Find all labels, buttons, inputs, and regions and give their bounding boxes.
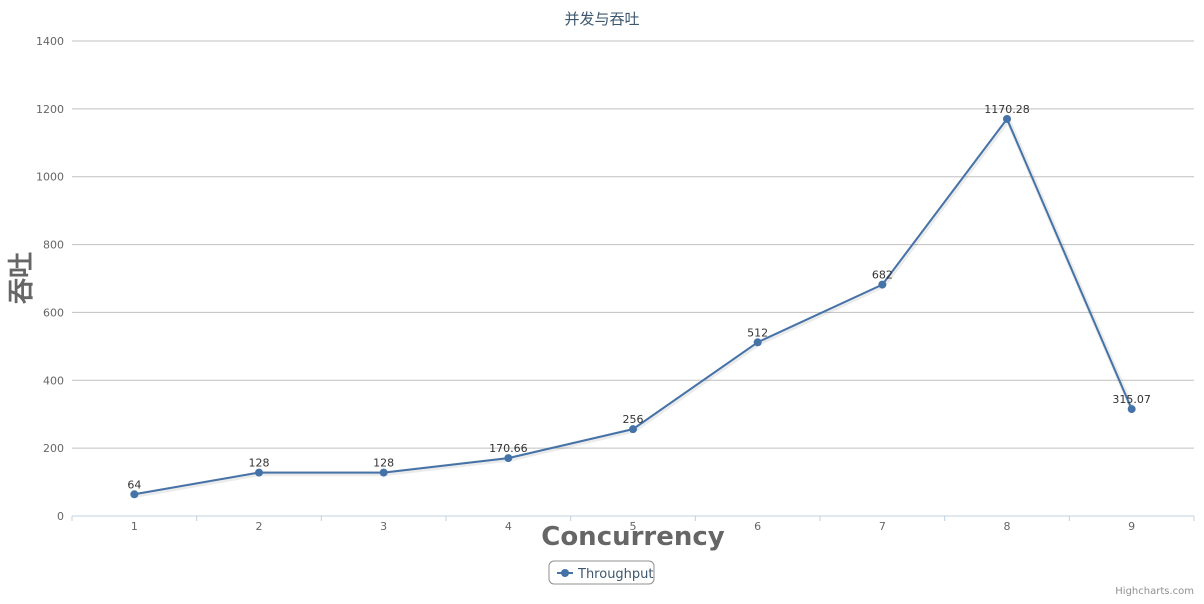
y-axis-labels: 0 200 400 600 800 1000 1200 1400 [36, 35, 64, 523]
x-tick-label: 6 [754, 520, 761, 533]
data-label: 128 [373, 457, 394, 470]
y-tick-label: 1000 [36, 171, 64, 184]
y-tick-label: 400 [43, 374, 64, 387]
legend-box [548, 560, 655, 585]
credits-link[interactable]: Highcharts.com [1115, 586, 1194, 597]
x-axis: 1 2 3 4 5 6 7 8 9 [71, 515, 1195, 533]
data-label: 1170.28 [984, 103, 1030, 116]
x-axis-title: Concurrency [541, 522, 725, 552]
x-tick-label: 9 [1128, 520, 1135, 533]
y-tick-label: 0 [57, 510, 64, 523]
data-label: 315.07 [1112, 393, 1151, 406]
x-tick-label: 8 [1004, 520, 1011, 533]
data-point[interactable] [255, 468, 263, 477]
data-point[interactable] [379, 468, 388, 477]
x-tick-label: 5 [630, 520, 637, 533]
grid-lines [72, 40, 1194, 449]
data-label: 682 [872, 269, 893, 282]
data-label: 256 [623, 413, 644, 426]
legend-marker-icon [561, 569, 569, 577]
data-point[interactable] [1127, 405, 1136, 414]
chart-title: 并发与吞吐 [564, 10, 639, 28]
data-point[interactable] [878, 280, 887, 289]
data-point[interactable] [504, 454, 513, 463]
data-point[interactable] [130, 490, 139, 499]
x-tick-label: 4 [505, 520, 512, 533]
legend[interactable]: Throughput [548, 560, 655, 585]
x-tick-label: 3 [380, 520, 387, 533]
x-tick-label: 7 [879, 520, 886, 533]
data-label: 128 [249, 457, 270, 470]
y-tick-label: 1400 [36, 35, 64, 48]
y-tick-label: 600 [43, 306, 64, 319]
data-labels: 64 128 128 170.66 256 512 682 1170.28 315.07 [127, 103, 1151, 491]
series-group [130, 114, 1136, 499]
data-point[interactable] [1003, 114, 1011, 123]
series-line [134, 117, 1133, 496]
y-axis-title: 吞吐 [7, 252, 37, 304]
data-point[interactable] [629, 425, 637, 434]
y-tick-label: 200 [43, 442, 64, 455]
y-tick-label: 800 [43, 239, 64, 252]
x-tick-label: 2 [256, 520, 263, 533]
data-point[interactable] [753, 338, 762, 347]
x-tick-label: 1 [131, 520, 138, 533]
y-tick-label: 1200 [36, 103, 64, 116]
data-label: 64 [127, 478, 141, 491]
legend-item-label[interactable]: Throughput [577, 567, 654, 582]
data-label: 512 [747, 326, 768, 339]
data-label: 170.66 [489, 442, 528, 455]
